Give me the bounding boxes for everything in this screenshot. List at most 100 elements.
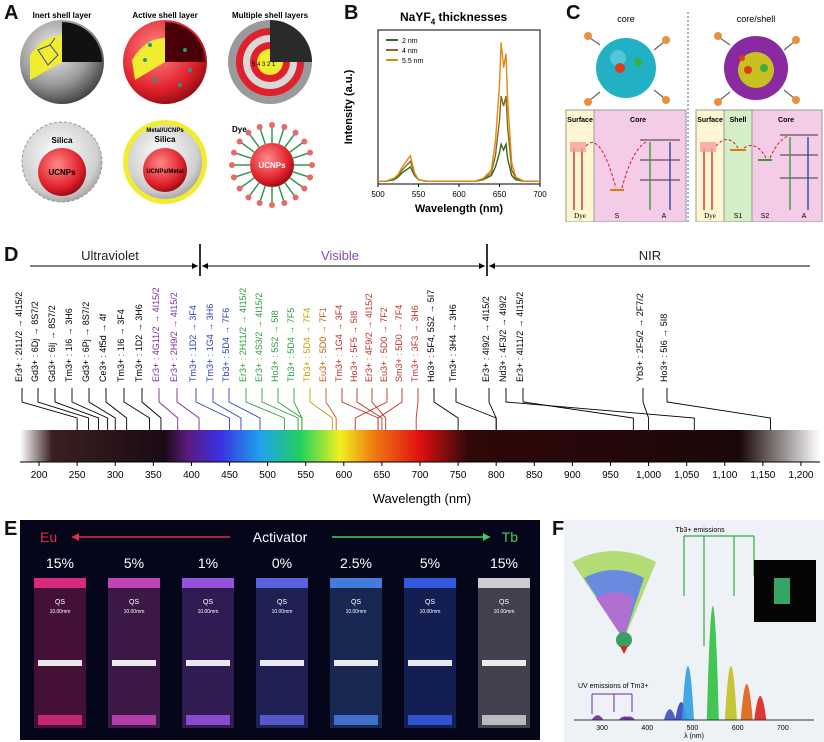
tb-emissions-label: Tb3+ emissions [675, 527, 725, 534]
title-inert-shell: Inert shell layer [33, 11, 92, 20]
transition-label: Tm3+ : 1G4 → 3F4 [334, 305, 344, 382]
transition-leader [176, 388, 200, 430]
svg-text:Shell: Shell [730, 117, 747, 124]
transition-leader [325, 388, 337, 430]
svg-text:S1: S1 [734, 213, 743, 220]
f-peak [724, 666, 737, 720]
cuvette-sub: 10.00mm [198, 609, 219, 615]
transition-label: Ho3+ : 5I6 → 5I8 [659, 314, 669, 382]
transition-leader [371, 388, 387, 430]
transition-leader [505, 388, 695, 430]
transition-leader [377, 388, 403, 430]
transition-leader [212, 388, 242, 430]
ring-numbers: 5 4 3 2 1 [252, 62, 276, 68]
core-title: core [617, 14, 635, 24]
cuvette [404, 578, 456, 728]
svg-text:A: A [802, 213, 807, 220]
panel-label-e: E [4, 518, 18, 540]
d-xlabel: Wavelength (nm) [373, 491, 472, 506]
transition-leader [158, 388, 179, 430]
f-xlabel: λ (nm) [684, 733, 704, 740]
legend-entry-2: 5.5 nm [402, 58, 424, 65]
transition-leader [37, 388, 90, 430]
panel-c-figure: core core/shell Surface Core Dye S A Sur… [565, 12, 823, 222]
transition-label: Tb3+ : 5D4 → 7F6 [221, 308, 231, 382]
cuvette-sub: 10.00mm [124, 609, 145, 615]
d-tick-label: 400 [183, 470, 200, 481]
cuvette-sub: 10.00mm [272, 609, 293, 615]
cuvette-sub: 10.00mm [420, 609, 441, 615]
svg-text:Surface: Surface [697, 117, 723, 124]
percent-label: 2.5% [340, 555, 372, 571]
title-multiple-shell: Multiple shell layers [232, 11, 309, 20]
svg-text:UCNPs/Metal: UCNPs/Metal [146, 169, 184, 175]
visible-label: Visible [321, 248, 359, 263]
percent-label: 5% [124, 555, 144, 571]
transition-label: Tb3+ : 5D4 → 7F5 [286, 308, 296, 382]
svg-text:Dye: Dye [704, 212, 716, 220]
transition-label: Tb3+ : 5D4 → 7F4 [302, 308, 312, 382]
transition-leader [105, 388, 128, 430]
transition-leader [245, 388, 285, 430]
svg-text:S2: S2 [761, 213, 770, 220]
cuvette-label: QS [425, 599, 435, 606]
transition-label: Eu3+ : 5D0 → 7F2 [379, 307, 389, 382]
x-tick-label: 650 [493, 190, 507, 199]
d-tick-label: 1,000 [636, 470, 661, 481]
transition-label: Er3+ : 4S3/2 → 4I15/2 [254, 293, 264, 382]
tb-label: Tb [502, 529, 519, 545]
d-tick-label: 900 [564, 470, 581, 481]
transition-label: Tm3+ : 1D2 → 3F4 [188, 305, 198, 382]
transition-leader [228, 388, 261, 430]
svg-text:UCNPs: UCNPs [258, 161, 286, 170]
title-active-shell: Active shell layer [132, 11, 197, 20]
transition-leader [354, 388, 388, 430]
transition-leader [141, 388, 162, 430]
eu-label: Eu [40, 529, 57, 545]
transition-label: Er3+ : 4G11/2 → 4I15/2 [151, 287, 161, 382]
d-tick-label: 650 [374, 470, 391, 481]
f-peak [754, 696, 767, 720]
d-tick-label: 750 [450, 470, 467, 481]
cuvette-sub: 10.00mm [494, 609, 515, 615]
coreshell-title: core/shell [737, 14, 776, 24]
d-tick-label: 1,150 [750, 470, 775, 481]
svg-text:Metal/UCNPs: Metal/UCNPs [146, 128, 184, 134]
d-tick-label: 200 [31, 470, 48, 481]
cuvette-label: QS [203, 599, 213, 606]
svg-text:UCNPs: UCNPs [48, 168, 76, 177]
transition-label: Ce3+ : 4f5d → 4f [98, 313, 108, 382]
transition-label: Tm3+ : 1I6 → 3H6 [64, 308, 74, 382]
transition-label: Gd3+ : 6Dj → 8S7/2 [30, 301, 40, 382]
svg-text:Silica: Silica [155, 135, 176, 144]
transition-label: Nd3+ : 4F3/2 → 4I9/2 [498, 296, 508, 382]
transition-label: Er3+ : 2I11/2 → 4I15/2 [14, 292, 24, 382]
d-tick-label: 300 [107, 470, 124, 481]
panel-label-d: D [4, 244, 19, 266]
transition-label: Eu3+ : 5D0 → 7F1 [318, 307, 328, 382]
uv-emissions-label: UV emissions of Tm3+ [578, 683, 648, 690]
transition-label: Ho3+ : 5F5 → 5I8 [349, 311, 359, 382]
panel-label-a: A [4, 2, 19, 24]
transition-leader [455, 388, 497, 430]
panel-label-c: C [566, 2, 581, 24]
transition-label: Tm3+ : 1G4 → 3H6 [205, 304, 215, 382]
x-tick-label: 600 [452, 190, 466, 199]
transition-label: Gd3+ : 6Pj → 8S7/2 [81, 302, 91, 382]
transition-leader [88, 388, 116, 430]
d-tick-label: 600 [335, 470, 352, 481]
transition-leader [123, 388, 150, 430]
f-peak [663, 709, 676, 720]
x-tick-label: 500 [371, 190, 385, 199]
d-tick-label: 500 [259, 470, 276, 481]
percent-label: 15% [490, 555, 518, 571]
transition-label: Yb3+ : 2F5/2 → 2F7/2 [635, 293, 645, 382]
transition-label: Tm3+ : 3H4 → 3H6 [448, 304, 458, 382]
transition-label: Er3+ : 4I11/2 → 4I15/2 [515, 292, 525, 382]
d-tick-label: 850 [526, 470, 543, 481]
cuvette [34, 578, 86, 728]
transition-leader [642, 388, 650, 430]
cuvette-label: QS [351, 599, 361, 606]
spectrum-panel: Ultraviolet Visible NIR Er3+ : 2I11/2 → … [14, 244, 820, 506]
cuvette [330, 578, 382, 728]
